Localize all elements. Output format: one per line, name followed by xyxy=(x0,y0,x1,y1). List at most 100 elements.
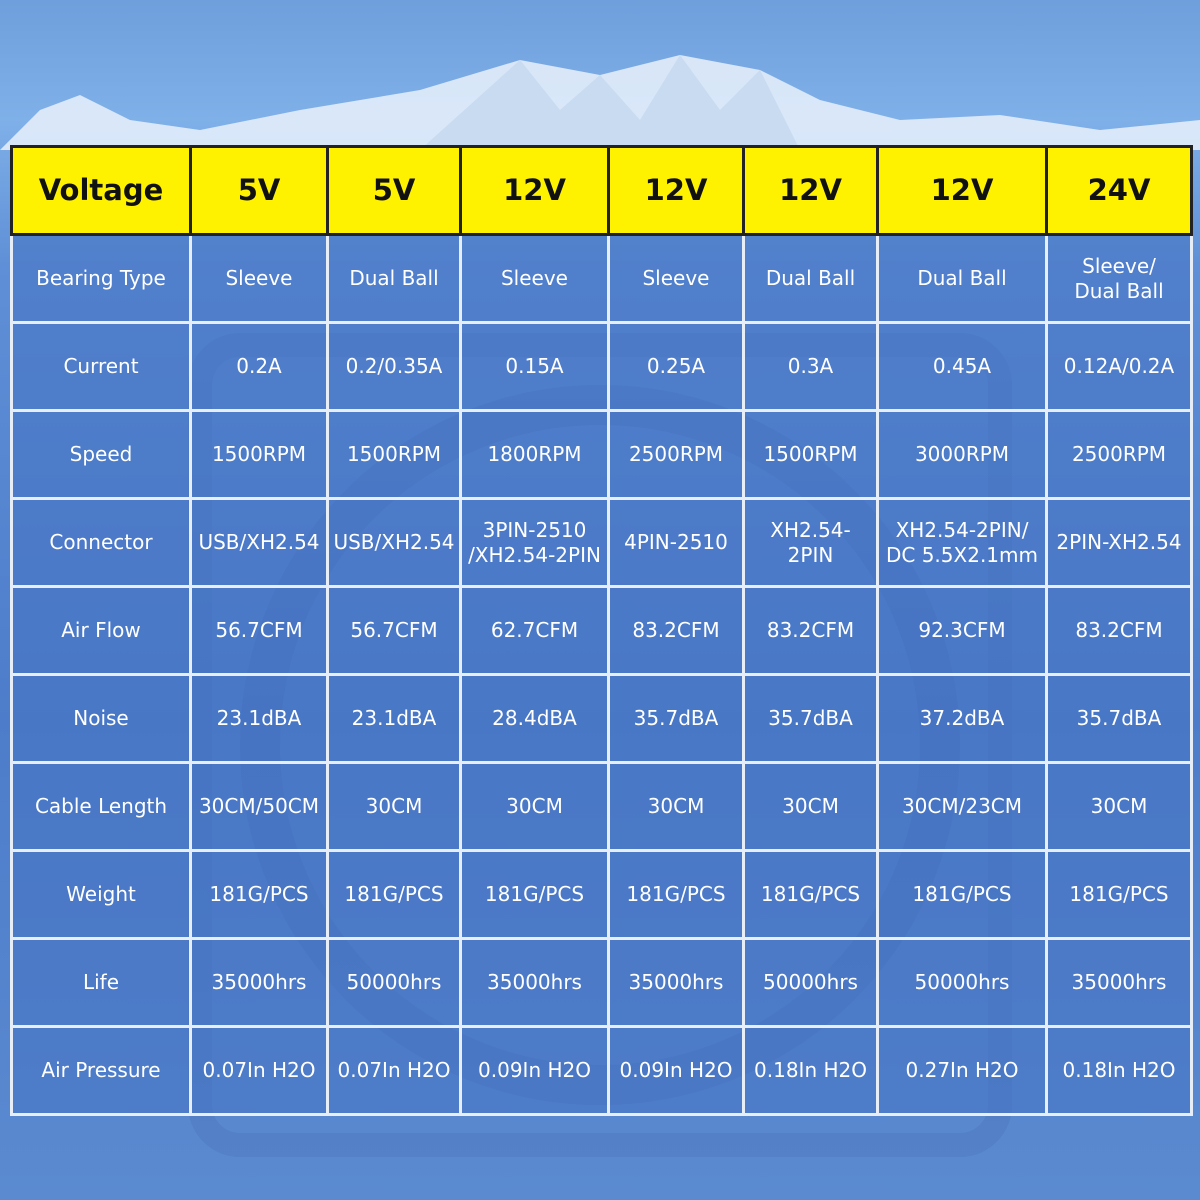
table-row: Speed 1500RPM 1500RPM 1800RPM 2500RPM 1500RPM… xyxy=(10,409,1193,500)
cell: 30CM xyxy=(326,761,462,852)
cell: 12V xyxy=(742,145,879,236)
cell: 1800RPM xyxy=(459,409,610,500)
cell: 62.7CFM xyxy=(459,585,610,676)
cell: 1500RPM xyxy=(189,409,329,500)
cell: 2PIN-XH2.54 xyxy=(1045,497,1193,588)
cell: 181G/PCS xyxy=(742,849,879,940)
cell: 0.45A xyxy=(876,321,1048,412)
cell: 0.12A/0.2A xyxy=(1045,321,1193,412)
cell: 23.1dBA xyxy=(326,673,462,764)
cell: 56.7CFM xyxy=(189,585,329,676)
cell: Dual Ball xyxy=(876,233,1048,324)
table-row: Air Flow 56.7CFM 56.7CFM 62.7CFM 83.2CFM 83.2… xyxy=(10,585,1193,676)
cell: 12V xyxy=(876,145,1048,236)
cell: Sleeve xyxy=(189,233,329,324)
table-row: Life 35000hrs 50000hrs 35000hrs 35000hrs 5000… xyxy=(10,937,1193,1028)
cell: 28.4dBA xyxy=(459,673,610,764)
cell: 24V xyxy=(1045,145,1193,236)
cell: 56.7CFM xyxy=(326,585,462,676)
spec-table: Voltage 5V 5V 12V 12V 12V 12V 24V Bearing Type Sl… xyxy=(10,145,1193,1116)
cell: 30CM xyxy=(742,761,879,852)
cell: 181G/PCS xyxy=(876,849,1048,940)
cell: 1500RPM xyxy=(742,409,879,500)
table-row: Current 0.2A 0.2/0.35A 0.15A 0.25A 0.3A 0.45A 0… xyxy=(10,321,1193,412)
cell: 35000hrs xyxy=(459,937,610,1028)
row-label: Weight xyxy=(10,849,192,940)
cell: 37.2dBA xyxy=(876,673,1048,764)
cell: 83.2CFM xyxy=(607,585,745,676)
row-label: Speed xyxy=(10,409,192,500)
cell: 1500RPM xyxy=(326,409,462,500)
row-label: Cable Length xyxy=(10,761,192,852)
cell: 0.2A xyxy=(189,321,329,412)
cell: 5V xyxy=(189,145,329,236)
cell: 50000hrs xyxy=(876,937,1048,1028)
cell: 0.09In H2O xyxy=(607,1025,745,1116)
table-row: Bearing Type Sleeve Dual Ball Sleeve Sleeve D… xyxy=(10,233,1193,324)
cell: 30CM xyxy=(459,761,610,852)
cell: Dual Ball xyxy=(742,233,879,324)
table-row: Noise 23.1dBA 23.1dBA 28.4dBA 35.7dBA 35.7dBA… xyxy=(10,673,1193,764)
cell: 0.18In H2O xyxy=(742,1025,879,1116)
cell: 12V xyxy=(607,145,745,236)
cell: 50000hrs xyxy=(326,937,462,1028)
cell: 0.2/0.35A xyxy=(326,321,462,412)
cell: 3PIN-2510 /XH2.54-2PIN xyxy=(459,497,610,588)
cell: Sleeve xyxy=(459,233,610,324)
row-label: Bearing Type xyxy=(10,233,192,324)
cell: 3000RPM xyxy=(876,409,1048,500)
cell: 83.2CFM xyxy=(1045,585,1193,676)
cell: 181G/PCS xyxy=(607,849,745,940)
cell: 30CM xyxy=(1045,761,1193,852)
cell: 12V xyxy=(459,145,610,236)
cell: 4PIN-2510 xyxy=(607,497,745,588)
cell: 0.09In H2O xyxy=(459,1025,610,1116)
cell: 5V xyxy=(326,145,462,236)
cell: 0.18In H2O xyxy=(1045,1025,1193,1116)
cell: USB/XH2.54 xyxy=(189,497,329,588)
cell: Sleeve xyxy=(607,233,745,324)
row-label: Life xyxy=(10,937,192,1028)
cell: 0.07In H2O xyxy=(326,1025,462,1116)
cell: XH2.54- 2PIN xyxy=(742,497,879,588)
cell: 0.07In H2O xyxy=(189,1025,329,1116)
cell: XH2.54-2PIN/ DC 5.5X2.1mm xyxy=(876,497,1048,588)
cell: 30CM/23CM xyxy=(876,761,1048,852)
table-row: Air Pressure 0.07In H2O 0.07In H2O 0.09In H… xyxy=(10,1025,1193,1116)
row-label: Air Flow xyxy=(10,585,192,676)
cell: 35000hrs xyxy=(189,937,329,1028)
cell: 92.3CFM xyxy=(876,585,1048,676)
cell: 23.1dBA xyxy=(189,673,329,764)
cell: 0.15A xyxy=(459,321,610,412)
cell: 35000hrs xyxy=(1045,937,1193,1028)
cell: 181G/PCS xyxy=(189,849,329,940)
cell: 0.3A xyxy=(742,321,879,412)
table-row: Connector USB/XH2.54 USB/XH2.54 3PIN-2510 /… xyxy=(10,497,1193,588)
cell: Sleeve/ Dual Ball xyxy=(1045,233,1193,324)
cell: Dual Ball xyxy=(326,233,462,324)
cell: 2500RPM xyxy=(607,409,745,500)
row-label: Connector xyxy=(10,497,192,588)
cell: 35000hrs xyxy=(607,937,745,1028)
header-row: Voltage 5V 5V 12V 12V 12V 12V 24V xyxy=(10,145,1193,236)
cell: 0.27In H2O xyxy=(876,1025,1048,1116)
row-label: Air Pressure xyxy=(10,1025,192,1116)
cell: USB/XH2.54 xyxy=(326,497,462,588)
row-label: Current xyxy=(10,321,192,412)
cell: 30CM/50CM xyxy=(189,761,329,852)
cell: 35.7dBA xyxy=(742,673,879,764)
table-row: Weight 181G/PCS 181G/PCS 181G/PCS 181G/PCS 18… xyxy=(10,849,1193,940)
cell: 181G/PCS xyxy=(1045,849,1193,940)
cell: 30CM xyxy=(607,761,745,852)
cell: 2500RPM xyxy=(1045,409,1193,500)
table-row: Cable Length 30CM/50CM 30CM 30CM 30CM 30CM 30C… xyxy=(10,761,1193,852)
cell: 50000hrs xyxy=(742,937,879,1028)
row-label: Voltage xyxy=(10,145,192,236)
cell: 181G/PCS xyxy=(326,849,462,940)
row-label: Noise xyxy=(10,673,192,764)
cell: 83.2CFM xyxy=(742,585,879,676)
cell: 35.7dBA xyxy=(1045,673,1193,764)
cell: 181G/PCS xyxy=(459,849,610,940)
cell: 35.7dBA xyxy=(607,673,745,764)
